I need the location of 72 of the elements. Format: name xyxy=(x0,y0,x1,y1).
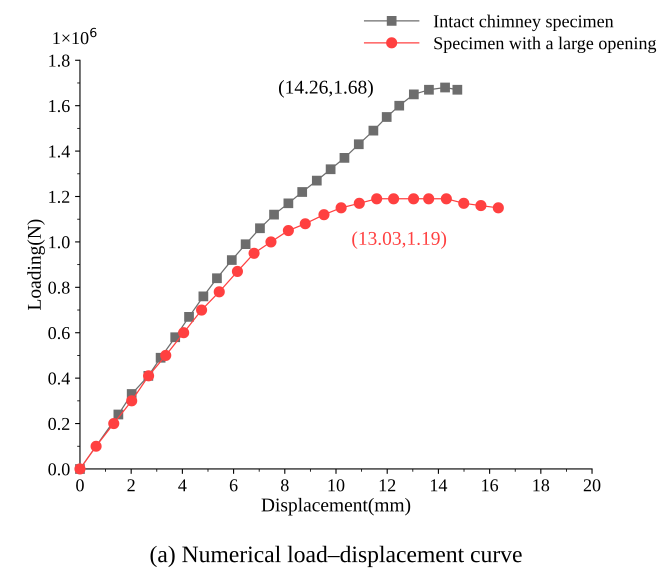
x-tick-label: 8 xyxy=(280,479,289,492)
y-axis-title: Loading(N) xyxy=(27,220,45,310)
y-tick-label: 1.0 xyxy=(49,236,70,248)
point xyxy=(368,126,378,136)
point xyxy=(354,139,364,150)
point xyxy=(282,225,294,236)
point xyxy=(408,193,420,204)
y-tick-label: 1.2 xyxy=(49,190,70,204)
point xyxy=(458,198,470,209)
x-tick-label: 2 xyxy=(127,479,135,492)
point xyxy=(240,239,250,250)
x-tick-label: 12 xyxy=(380,479,396,492)
x-tick-label: 16 xyxy=(482,479,498,492)
point xyxy=(108,418,120,430)
text: (a) Numerical load–displacement curve xyxy=(150,546,522,568)
x-axis-title: Displacement(mm) xyxy=(262,498,410,516)
point xyxy=(475,200,486,212)
point xyxy=(160,350,172,361)
point xyxy=(371,193,382,204)
x-tick-label: 0 xyxy=(76,479,84,492)
point xyxy=(312,176,322,186)
point xyxy=(394,100,404,111)
y-tick-label: 0.0 xyxy=(48,463,70,476)
point xyxy=(492,202,504,214)
y-tick-label: 0.8 xyxy=(48,282,70,294)
point xyxy=(336,202,347,214)
point xyxy=(423,193,434,204)
annotation: (14.26,1.68) xyxy=(278,80,373,98)
x-tick-label: 14 xyxy=(430,479,448,492)
point xyxy=(126,395,138,406)
y-tick-label: 1.8 xyxy=(49,54,70,67)
point xyxy=(388,193,400,204)
y-tick-label: 0.2 xyxy=(48,418,70,430)
point xyxy=(255,223,265,234)
point xyxy=(354,198,365,209)
legend-label: Intact chimney specimen xyxy=(434,14,614,32)
y-tick-label: 0.4 xyxy=(48,372,70,385)
y-tick-label: 1.4 xyxy=(49,145,70,158)
point xyxy=(248,248,260,259)
point xyxy=(184,312,194,322)
x-tick-label: 4 xyxy=(178,479,187,492)
x-tick-label: 18 xyxy=(533,479,550,492)
point xyxy=(340,153,350,163)
point xyxy=(326,164,336,174)
point xyxy=(178,327,190,338)
y-tick-label: 0.6 xyxy=(48,326,70,340)
point xyxy=(214,286,225,298)
point xyxy=(284,198,294,208)
point xyxy=(300,218,311,230)
y-tick-label: 1.6 xyxy=(49,100,70,112)
point xyxy=(232,266,243,277)
x-tick-label: 10 xyxy=(328,479,344,492)
point xyxy=(440,193,452,204)
point xyxy=(424,84,434,95)
point xyxy=(198,292,208,302)
point xyxy=(408,89,419,100)
point xyxy=(265,236,277,248)
point xyxy=(212,273,222,284)
x-tick-label: 6 xyxy=(230,479,238,492)
point xyxy=(382,112,392,122)
x-tick-label: 20 xyxy=(584,479,600,492)
annotation: (13.03,1.19) xyxy=(352,231,446,249)
point xyxy=(318,209,330,220)
point xyxy=(196,304,208,316)
point xyxy=(297,187,308,197)
point xyxy=(440,82,450,92)
point xyxy=(90,440,102,452)
point xyxy=(226,255,237,265)
legend-label: Specimen with a large opening xyxy=(434,36,656,54)
text: 1×10$^{6}$ xyxy=(53,28,97,44)
point xyxy=(452,84,462,95)
point xyxy=(269,210,279,220)
